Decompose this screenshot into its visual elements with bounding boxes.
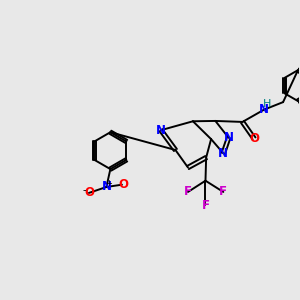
- Text: +: +: [105, 179, 112, 188]
- Text: N: N: [156, 124, 166, 137]
- Text: N: N: [101, 181, 111, 194]
- Text: F: F: [219, 185, 227, 198]
- Text: O: O: [84, 186, 94, 200]
- Text: N: N: [218, 147, 228, 160]
- Text: -: -: [83, 185, 86, 195]
- Text: O: O: [249, 132, 259, 145]
- Text: F: F: [202, 199, 209, 212]
- Text: N: N: [259, 103, 269, 116]
- Text: H: H: [263, 99, 272, 110]
- Text: O: O: [118, 178, 128, 191]
- Text: N: N: [224, 131, 234, 144]
- Text: F: F: [184, 185, 192, 198]
